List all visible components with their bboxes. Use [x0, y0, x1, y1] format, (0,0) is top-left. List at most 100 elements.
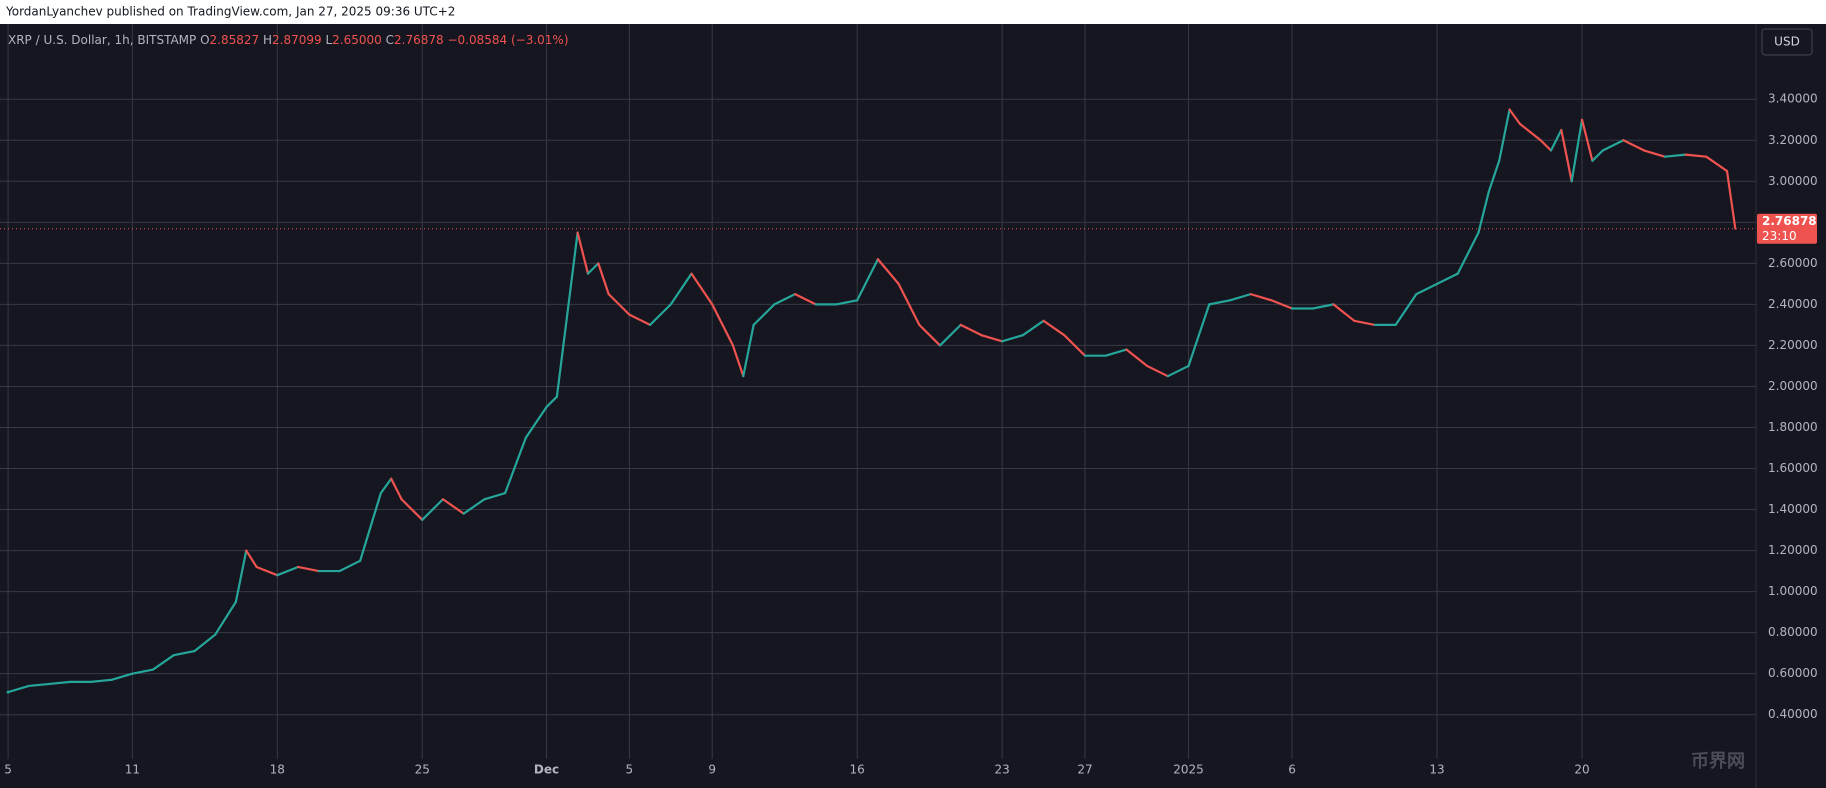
- legend-value: 2.76878: [394, 33, 444, 47]
- price-segment: [1415, 282, 1439, 296]
- y-tick-label: 2.60000: [1768, 256, 1818, 270]
- price-segment: [214, 600, 237, 636]
- price-segment: [628, 313, 652, 327]
- x-tick-label: Dec: [534, 763, 559, 777]
- legend-value: 2.85827: [210, 33, 260, 47]
- price-segment: [27, 682, 51, 688]
- price-segment: [731, 344, 745, 378]
- y-tick-label: 0.80000: [1768, 625, 1818, 639]
- x-tick-label: 5: [4, 763, 12, 777]
- price-segment: [1518, 122, 1542, 142]
- price-segment: [1456, 231, 1480, 275]
- price-segment: [483, 492, 507, 501]
- legend-label: L: [325, 33, 332, 47]
- legend-symbol: XRP / U.S. Dollar, 1h, BITSTAMP: [8, 33, 196, 47]
- plot: [0, 108, 1756, 694]
- price-segment: [1622, 139, 1646, 152]
- x-tick-label: 2025: [1173, 763, 1204, 777]
- price-segment: [1705, 155, 1729, 173]
- price-segment: [1725, 169, 1737, 230]
- price-segment: [1146, 364, 1169, 378]
- price-segment: [752, 303, 776, 327]
- price-segment: [897, 282, 921, 327]
- x-tick-label: 11: [125, 763, 140, 777]
- price-segment: [1435, 272, 1459, 285]
- x-tick-label: 23: [995, 763, 1010, 777]
- price-segment: [110, 672, 134, 681]
- price-segment: [1591, 149, 1604, 162]
- price-segment: [1353, 319, 1377, 327]
- price-segment: [151, 654, 175, 671]
- x-tick-label: 25: [415, 763, 430, 777]
- price-segment: [1249, 293, 1273, 302]
- price-segment: [276, 565, 300, 577]
- price-segment: [441, 498, 465, 515]
- price-segment: [648, 303, 672, 327]
- currency-button[interactable]: [1761, 28, 1813, 56]
- x-tick-label: 9: [708, 763, 716, 777]
- watermark: 币界网: [1691, 751, 1745, 772]
- y-tick-label: 1.80000: [1768, 420, 1818, 434]
- y-tick-label: 1.20000: [1768, 543, 1818, 557]
- price-segment: [1208, 299, 1232, 306]
- price-segment: [918, 323, 942, 347]
- price-segment: [1187, 303, 1211, 368]
- price-segment: [1487, 159, 1501, 193]
- price-segment: [1663, 153, 1687, 158]
- y-tick-label: 2.40000: [1768, 297, 1818, 311]
- x-tick-label: 6: [1288, 763, 1296, 777]
- grid: [0, 24, 1756, 759]
- price-segment: [524, 405, 548, 439]
- countdown-label: 23:10: [1762, 229, 1797, 243]
- price-segment: [504, 436, 527, 495]
- price-segment: [1539, 139, 1553, 152]
- x-tick-label: 18: [270, 763, 285, 777]
- price-segment: [835, 299, 859, 306]
- legend-value: 2.87099: [272, 33, 322, 47]
- price-segment: [711, 303, 735, 347]
- price-segment: [1001, 334, 1024, 343]
- price-segment: [856, 258, 879, 302]
- price-segment: [421, 498, 445, 521]
- price-segment: [1311, 303, 1335, 310]
- price-segment: [1580, 118, 1594, 162]
- price-segment: [1125, 348, 1149, 368]
- y-tick-label: 1.00000: [1768, 584, 1818, 598]
- price-segment: [1270, 299, 1294, 310]
- y-tick-label: 2.20000: [1768, 338, 1818, 352]
- price-segment: [876, 258, 900, 285]
- legend-label: H: [263, 33, 272, 47]
- axes: 0.40000 0.60000 0.80000 1.00000 1.20000 1.400…: [4, 92, 1817, 777]
- price-segment: [1042, 319, 1066, 337]
- price-segment: [89, 678, 113, 683]
- price-segment: [938, 323, 962, 347]
- header-text: YordanLyanchev published on TradingView.…: [5, 5, 455, 19]
- legend-label: O: [200, 33, 209, 47]
- price-segment: [1477, 190, 1490, 234]
- price-segment: [959, 323, 983, 337]
- price-segment: [1104, 348, 1128, 357]
- price-segment: [338, 559, 362, 573]
- price-segment: [1332, 303, 1356, 322]
- price-segment: [669, 272, 693, 306]
- legend-label: C: [386, 33, 394, 47]
- price-segment: [1063, 334, 1087, 357]
- price-segment: [1498, 108, 1511, 162]
- price-segment: [1643, 149, 1666, 158]
- price-segment: [566, 231, 579, 316]
- price-segment: [48, 680, 72, 686]
- price-segment: [555, 313, 569, 398]
- legend-change: −0.08584 (−3.01%): [447, 33, 568, 47]
- x-tick-label: 13: [1429, 763, 1444, 777]
- price-segment: [1228, 293, 1252, 302]
- price-segment: [296, 565, 320, 573]
- price-segment: [1166, 364, 1190, 378]
- price-segment: [462, 498, 486, 515]
- price-segment: [597, 262, 610, 296]
- price-segment: [400, 498, 424, 521]
- price-segment: [172, 649, 196, 657]
- currency-label[interactable]: USD: [1774, 35, 1800, 49]
- price-segment: [773, 293, 797, 306]
